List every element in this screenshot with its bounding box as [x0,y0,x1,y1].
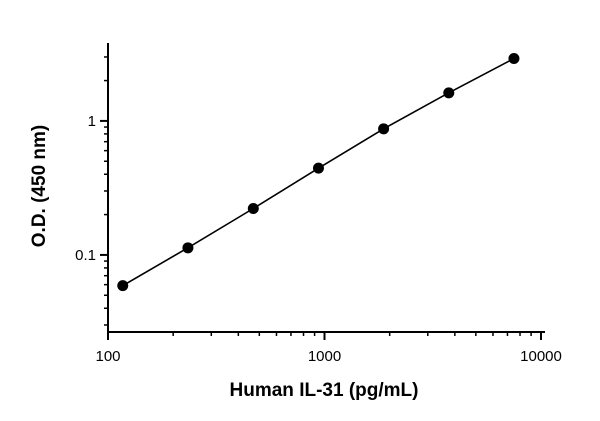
x-axis-title: Human IL-31 (pg/mL) [230,380,419,401]
y-axis: 0.11 [75,43,109,332]
data-point [508,53,520,65]
plot-area [117,53,520,292]
y-tick-label: 1 [88,113,96,130]
data-point [247,203,259,215]
data-point [182,242,194,254]
data-point [312,162,324,174]
x-tick-label: 100 [95,348,120,365]
x-axis: 100 1000 10000 [95,331,562,365]
x-tick-label: 10000 [520,348,562,365]
y-tick-label: 0.1 [75,247,96,264]
y-axis-ticks: 0.11 [75,56,108,326]
data-point [117,280,129,292]
x-axis-ticks: 100 1000 10000 [95,332,562,365]
x-tick-label: 1000 [308,348,341,365]
y-axis-title: O.D. (450 nm) [29,125,50,247]
data-point [378,123,390,135]
data-point [443,87,455,99]
